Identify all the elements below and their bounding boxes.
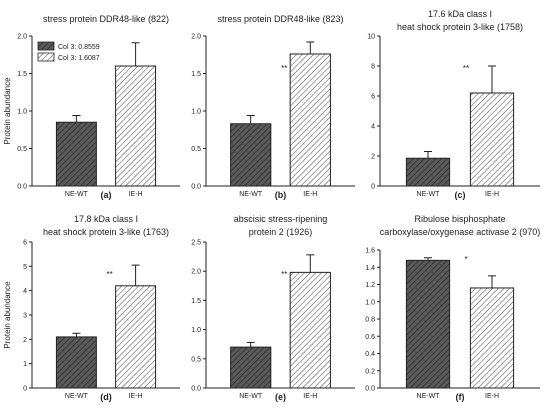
chart-title: heat shock protein 3-like (1758) xyxy=(397,22,523,32)
x-tick-label: IE-H xyxy=(129,191,143,198)
y-tick-label: 2 xyxy=(23,337,27,344)
chart-panel-f: 0.0 0.2 0.4 0.6 0.8 1.0 1.2 1.4 1.6 NE-WT IE-H (f) *… xyxy=(365,214,540,402)
chart-panel-e: 0.0 0.5 1.0 1.5 2.0 2.5 NE-WT IE-H (e) ** abscisic… xyxy=(191,214,355,402)
y-tick-label: 5 xyxy=(23,264,27,271)
chart-title: heat shock protein 3-like (1763) xyxy=(43,227,169,237)
y-tick-label: 0.8 xyxy=(365,317,375,324)
y-tick-label: 1.2 xyxy=(365,282,375,289)
bar-ie-h xyxy=(115,65,157,187)
y-tick-label: 2.0 xyxy=(191,269,201,276)
y-tick-label: 1.5 xyxy=(191,298,201,305)
x-tick-label: IE-H xyxy=(303,393,317,400)
significance-mark: ** xyxy=(106,270,112,279)
y-tick-label: 0.5 xyxy=(191,356,201,363)
x-tick-label: NE-WT xyxy=(417,191,441,198)
legend-swatch xyxy=(37,52,55,62)
chart-title: stress protein DDR48-like (822) xyxy=(43,14,169,24)
y-tick-label: 0.5 xyxy=(17,146,27,153)
legend-label: Col 3: 1.6087 xyxy=(58,55,100,62)
bar-ne-wt xyxy=(230,123,272,187)
y-tick-label: 0.0 xyxy=(17,184,27,191)
y-tick-label: 4 xyxy=(371,124,375,131)
y-tick-label: 1.4 xyxy=(365,265,375,272)
chart-title: protein 2 (1926) xyxy=(249,227,313,237)
y-tick-label: 0.2 xyxy=(365,368,375,375)
chart-title: 17.8 kDa class I xyxy=(74,214,138,224)
chart-title: stress protein DDR48-like (823) xyxy=(217,14,343,24)
y-tick-label: 6 xyxy=(23,240,27,247)
y-tick-label: 1.0 xyxy=(365,299,375,306)
bar-ie-h xyxy=(469,92,515,187)
chart-title: abscisic stress-ripening xyxy=(234,214,328,224)
y-tick-label: 1 xyxy=(23,361,27,368)
y-tick-label: 4 xyxy=(23,288,27,295)
y-tick-label: 0.0 xyxy=(191,184,201,191)
y-tick-label: 0.0 xyxy=(191,386,201,393)
chart-panel-a: 0.0 0.5 1.0 1.5 2.0 NE-WT IE-H (a) stress protei… xyxy=(3,14,180,200)
y-tick-label: 1.6 xyxy=(365,248,375,255)
x-tick-label: IE-H xyxy=(303,191,317,198)
y-tick-label: 1.0 xyxy=(191,327,201,334)
bar-ne-wt xyxy=(55,121,97,187)
significance-mark: ** xyxy=(281,64,287,73)
x-tick-label: IE-H xyxy=(485,191,499,198)
panel-label: (f) xyxy=(456,392,465,402)
legend-label: Col 3: 0.8559 xyxy=(58,44,100,51)
panel-label: (d) xyxy=(100,392,112,402)
bar-ie-h xyxy=(115,285,157,389)
y-tick-label: 0.5 xyxy=(191,146,201,153)
y-tick-label: 0.6 xyxy=(365,334,375,341)
y-tick-label: 2.0 xyxy=(17,34,27,41)
y-tick-label: 1.0 xyxy=(17,109,27,116)
x-tick-label: NE-WT xyxy=(417,393,441,400)
x-tick-label: NE-WT xyxy=(65,191,89,198)
chart-title: carboxylase/oxygenase activase 2 (970) xyxy=(380,227,541,237)
y-axis-label: Protein abundance xyxy=(3,77,12,145)
x-tick-label: NE-WT xyxy=(239,393,263,400)
y-tick-label: 2.0 xyxy=(191,34,201,41)
significance-mark: ** xyxy=(281,270,287,279)
panel-label: (a) xyxy=(101,190,112,200)
x-tick-label: NE-WT xyxy=(65,393,89,400)
x-tick-label: NE-WT xyxy=(239,191,263,198)
panel-label: (e) xyxy=(275,392,286,402)
bar-ie-h xyxy=(289,271,331,389)
y-tick-label: 1.0 xyxy=(191,109,201,116)
panel-label: (c) xyxy=(455,190,466,200)
y-tick-label: 0.4 xyxy=(365,351,375,358)
chart-panel-d: 0 1 2 3 4 5 6 NE-WT IE-H (d) ** 17.8 kDa class I hea… xyxy=(3,214,180,402)
y-tick-label: 10 xyxy=(367,34,375,41)
bar-ne-wt xyxy=(405,259,451,389)
y-tick-label: 6 xyxy=(371,94,375,101)
bar-ne-wt xyxy=(230,346,272,389)
y-tick-label: 0 xyxy=(23,386,27,393)
bar-ie-h xyxy=(289,53,331,187)
bar-ie-h xyxy=(469,287,515,389)
y-tick-label: 2.5 xyxy=(191,240,201,247)
y-tick-label: 2 xyxy=(371,154,375,161)
significance-mark: * xyxy=(464,255,467,264)
chart-title: 17.6 kDa class I xyxy=(428,9,492,19)
y-axis-label: Protein abundance xyxy=(3,281,12,349)
bar-ne-wt xyxy=(55,336,97,389)
y-tick-label: 0.0 xyxy=(365,386,375,393)
y-tick-label: 8 xyxy=(371,64,375,71)
y-tick-label: 1.5 xyxy=(17,71,27,78)
panel-label: (b) xyxy=(275,190,287,200)
x-tick-label: IE-H xyxy=(485,393,499,400)
bar-ne-wt xyxy=(405,157,451,187)
chart-title: Ribulose bisphosphate xyxy=(414,214,505,224)
y-tick-label: 3 xyxy=(23,313,27,320)
y-tick-label: 1.5 xyxy=(191,71,201,78)
chart-panel-b: 0.0 0.5 1.0 1.5 2.0 NE-WT IE-H (b) ** stress prot… xyxy=(191,14,355,200)
y-tick-label: 0 xyxy=(371,184,375,191)
x-tick-label: IE-H xyxy=(129,393,143,400)
chart-panel-c: 0 2 4 6 8 10 NE-WT IE-H (c) ** 17.6 kDa class I hea… xyxy=(367,9,540,200)
legend-swatch xyxy=(37,41,55,51)
significance-mark: ** xyxy=(463,64,469,73)
